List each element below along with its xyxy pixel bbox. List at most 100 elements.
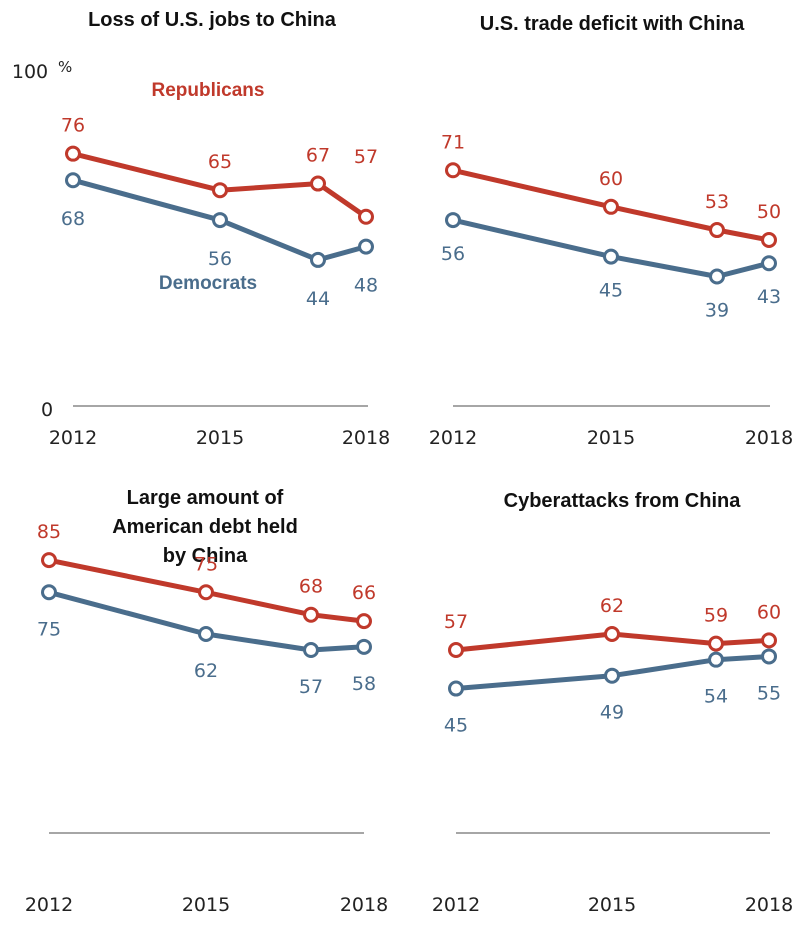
chart-panel-3: Large amount of American debt held by Chin… (25, 487, 388, 916)
data-label: 57 (444, 611, 468, 633)
x-tick-label: 2015 (196, 427, 244, 449)
data-label: 75 (194, 553, 218, 575)
data-label: 58 (352, 673, 376, 695)
series-line-republicans (46, 557, 367, 624)
data-label: 65 (208, 151, 232, 173)
x-tick-label: 2018 (342, 427, 390, 449)
data-label: 48 (354, 275, 378, 297)
data-point (445, 162, 461, 179)
data-label: 43 (757, 286, 781, 308)
data-label: 57 (299, 676, 323, 698)
series-label-republicans: Republicans (152, 80, 265, 101)
data-point (604, 625, 620, 642)
series-line-democrats (453, 654, 772, 691)
x-tick-label: 2012 (25, 894, 73, 916)
data-label: 62 (194, 660, 218, 682)
y-tick-label: 100 (12, 61, 48, 83)
data-label: 59 (704, 605, 728, 627)
data-point (448, 642, 464, 659)
data-point (212, 212, 228, 229)
data-label: 54 (704, 686, 728, 708)
x-tick-label: 2012 (432, 894, 480, 916)
data-point (448, 680, 464, 697)
data-point (310, 175, 326, 192)
data-point (65, 172, 81, 189)
data-point (708, 651, 724, 668)
data-label: 50 (757, 201, 781, 223)
data-point (358, 238, 374, 255)
series-line-democrats (70, 177, 369, 263)
data-label: 68 (61, 208, 85, 230)
data-point (356, 613, 372, 630)
data-label: 57 (354, 146, 378, 168)
data-point (708, 635, 724, 652)
data-label: 56 (208, 248, 232, 270)
chart-panel-4: Cyberattacks from China 2012 2015 2018 57 62 5… (432, 490, 793, 916)
data-label: 45 (444, 715, 468, 737)
data-point (303, 606, 319, 623)
data-point (761, 255, 777, 272)
series-line-democrats (450, 217, 772, 279)
data-label: 49 (600, 702, 624, 724)
data-label: 68 (299, 576, 323, 598)
data-point (761, 632, 777, 649)
x-tick-label: 2015 (588, 894, 636, 916)
data-label: 56 (441, 243, 465, 265)
data-point (65, 145, 81, 162)
data-label: 44 (306, 288, 330, 310)
data-point (198, 584, 214, 601)
series-label-democrats: Democrats (159, 273, 257, 294)
data-point (604, 667, 620, 684)
series-line-republicans (450, 167, 772, 243)
data-point (356, 638, 372, 655)
x-tick-label: 2018 (745, 894, 793, 916)
x-tick-label: 2018 (745, 427, 793, 449)
data-label: 76 (61, 115, 85, 137)
x-tick-label: 2012 (429, 427, 477, 449)
series-line-democrats (46, 589, 367, 653)
series-line-republicans (70, 151, 369, 220)
chart-title: by China (163, 545, 248, 567)
chart-title: Loss of U.S. jobs to China (88, 9, 337, 31)
data-point (761, 648, 777, 665)
data-label: 71 (441, 131, 465, 153)
data-point (198, 625, 214, 642)
series-line-republicans (453, 631, 772, 653)
data-point (41, 552, 57, 569)
data-label: 75 (37, 618, 61, 640)
data-point (709, 222, 725, 239)
data-label: 85 (37, 521, 61, 543)
data-label: 67 (306, 145, 330, 167)
chart-title: Large amount of (127, 487, 284, 509)
x-tick-label: 2015 (587, 427, 635, 449)
data-label: 39 (705, 300, 729, 322)
data-label: 55 (757, 682, 781, 704)
data-point (212, 182, 228, 199)
y-tick-label: 0 (41, 399, 53, 421)
data-label: 60 (757, 601, 781, 623)
x-tick-label: 2015 (182, 894, 230, 916)
chart-panel-1: Loss of U.S. jobs to China 2012 2015 2018 76… (12, 9, 390, 449)
x-tick-label: 2012 (49, 427, 97, 449)
data-point (709, 268, 725, 285)
y-unit-label: % (58, 58, 72, 76)
data-point (310, 251, 326, 268)
chart-panel-2: U.S. trade deficit with China 2012 2015 201… (429, 13, 793, 449)
data-point (41, 584, 57, 601)
data-point (358, 208, 374, 225)
data-label: 53 (705, 191, 729, 213)
data-point (761, 232, 777, 248)
data-point (303, 642, 319, 659)
data-label: 45 (599, 280, 623, 302)
chart-title: Cyberattacks from China (504, 490, 742, 512)
data-label: 66 (352, 582, 376, 604)
chart-title: U.S. trade deficit with China (480, 13, 745, 35)
data-point (603, 198, 619, 215)
data-label: 62 (600, 595, 624, 617)
data-point (603, 248, 619, 265)
data-point (445, 212, 461, 229)
chart-title: American debt held (112, 516, 298, 538)
x-tick-label: 2018 (340, 894, 388, 916)
data-label: 60 (599, 168, 623, 190)
